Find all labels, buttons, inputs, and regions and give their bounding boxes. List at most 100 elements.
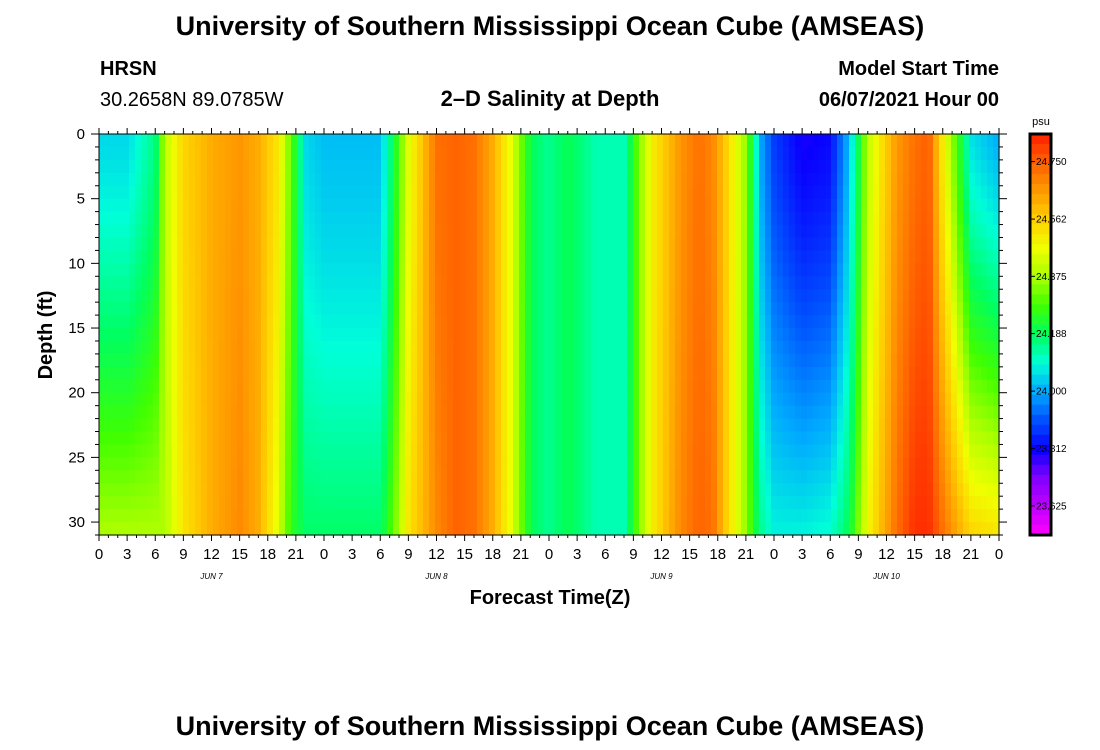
heatmap-cell <box>243 172 250 187</box>
heatmap-cell <box>507 496 514 510</box>
heatmap-cell <box>753 211 760 226</box>
heatmap-cell <box>675 340 682 355</box>
heatmap-cell <box>729 496 736 510</box>
heatmap-cell <box>129 340 136 355</box>
heatmap-cell <box>135 392 142 407</box>
heatmap-cell <box>813 483 820 497</box>
heatmap-cell <box>717 185 724 200</box>
heatmap-cell <box>147 483 154 497</box>
heatmap-cell <box>861 340 868 355</box>
heatmap-cell <box>147 457 154 471</box>
heatmap-cell <box>201 263 208 277</box>
heatmap-cell <box>225 224 232 239</box>
heatmap-cell <box>837 522 844 536</box>
heatmap-cell <box>921 405 928 420</box>
heatmap-cell <box>915 496 922 510</box>
heatmap-cell <box>627 198 634 213</box>
heatmap-cell <box>843 366 850 381</box>
heatmap-cell <box>405 340 412 355</box>
heatmap-cell <box>717 418 724 433</box>
heatmap-cell <box>705 159 712 174</box>
heatmap-cell <box>279 172 286 187</box>
heatmap-cell <box>231 134 238 148</box>
heatmap-cell <box>291 224 298 239</box>
heatmap-cell <box>819 302 826 316</box>
heatmap-cell <box>693 496 700 510</box>
heatmap-cell <box>795 392 802 407</box>
heatmap-cell <box>207 211 214 226</box>
heatmap-cell <box>717 289 724 303</box>
heatmap-cell <box>765 328 772 342</box>
heatmap-cell <box>615 146 622 161</box>
heatmap-cell <box>261 198 268 213</box>
heatmap-cell <box>507 172 514 187</box>
heatmap-cell <box>597 444 604 458</box>
heatmap-cell <box>651 470 658 484</box>
heatmap-cell <box>159 315 166 329</box>
heatmap-cell <box>303 340 310 355</box>
heatmap-cell <box>435 237 442 252</box>
heatmap-cell <box>273 237 280 252</box>
heatmap-cell <box>459 340 466 355</box>
heatmap-cell <box>867 483 874 497</box>
heatmap-cell <box>345 392 352 407</box>
heatmap-cell <box>99 276 106 290</box>
heatmap-cell <box>387 444 394 458</box>
heatmap-cell <box>681 185 688 200</box>
heatmap-cell <box>969 418 976 433</box>
heatmap-cell <box>177 483 184 497</box>
heatmap-cell <box>957 328 964 342</box>
heatmap-cell <box>225 340 232 355</box>
heatmap-cell <box>939 483 946 497</box>
heatmap-cell <box>711 418 718 433</box>
heatmap-cell <box>165 418 172 433</box>
heatmap-cell <box>315 379 322 394</box>
heatmap-cell <box>525 315 532 329</box>
heatmap-cell <box>201 444 208 458</box>
heatmap-cell <box>339 457 346 471</box>
heatmap-cell <box>237 328 244 342</box>
heatmap-cell <box>255 185 262 200</box>
heatmap-cell <box>897 250 904 264</box>
heatmap-cell <box>945 418 952 433</box>
heatmap-cell <box>111 470 118 484</box>
heatmap-cell <box>555 315 562 329</box>
heatmap-cell <box>267 483 274 497</box>
heatmap-cell <box>717 250 724 264</box>
heatmap-cell <box>213 302 220 316</box>
heatmap-cell <box>639 405 646 420</box>
heatmap-cell <box>735 185 742 200</box>
heatmap-cell <box>747 289 754 303</box>
heatmap-cell <box>483 237 490 252</box>
heatmap-cell <box>285 263 292 277</box>
heatmap-cell <box>957 250 964 264</box>
heatmap-cell <box>405 172 412 187</box>
heatmap-cell <box>729 328 736 342</box>
colorbar-swatch <box>1030 224 1051 235</box>
heatmap-cell <box>909 496 916 510</box>
heatmap-cell <box>567 198 574 213</box>
y-tick-label: 25 <box>68 449 85 466</box>
heatmap-cell <box>393 392 400 407</box>
heatmap-cell <box>213 159 220 174</box>
heatmap-cell <box>699 224 706 239</box>
heatmap-cell <box>693 146 700 161</box>
heatmap-cell <box>177 522 184 536</box>
heatmap-cell <box>651 289 658 303</box>
heatmap-cell <box>693 211 700 226</box>
heatmap-cell <box>639 457 646 471</box>
heatmap-cell <box>333 134 340 148</box>
heatmap-cell <box>159 302 166 316</box>
heatmap-cell <box>783 315 790 329</box>
heatmap-cell <box>147 470 154 484</box>
heatmap-cell <box>273 172 280 187</box>
heatmap-cell <box>735 211 742 226</box>
heatmap-cell <box>447 224 454 239</box>
heatmap-cell <box>471 172 478 187</box>
heatmap-cell <box>105 328 112 342</box>
heatmap-cell <box>273 328 280 342</box>
heatmap-cell <box>225 366 232 381</box>
heatmap-cell <box>873 470 880 484</box>
heatmap-cell <box>321 289 328 303</box>
heatmap-cell <box>819 289 826 303</box>
